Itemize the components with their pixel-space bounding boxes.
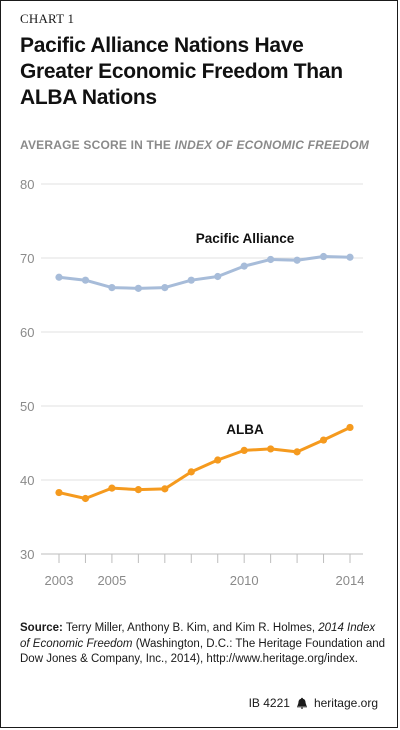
y-tick-label: 30: [20, 547, 34, 562]
x-tick-label: 2003: [45, 573, 74, 588]
data-point: [108, 484, 116, 492]
data-point: [346, 253, 354, 261]
data-point: [319, 252, 328, 261]
source-text-1: Terry Miller, Anthony B. Kim, and Kim R.…: [62, 622, 319, 634]
data-point: [293, 448, 301, 456]
data-point: [187, 276, 195, 284]
brief-id: IB 4221: [248, 696, 290, 710]
series-label: ALBA: [226, 422, 264, 437]
data-point: [267, 445, 275, 453]
x-tick-label: 2014: [336, 573, 365, 588]
data-point: [55, 488, 63, 497]
data-point: [55, 273, 63, 281]
series-label: Pacific Alliance: [196, 231, 295, 246]
data-point: [267, 255, 275, 264]
y-tick-label: 50: [20, 399, 34, 414]
source-note: Source: Terry Miller, Anthony B. Kim, an…: [20, 621, 385, 668]
data-point: [108, 284, 116, 292]
data-point: [161, 485, 169, 493]
y-tick-label: 70: [20, 251, 34, 266]
data-point: [214, 456, 222, 464]
line-chart: 30 40 50 60 70 80 2003 2005 2010 2014 Pacific Alli…: [20, 177, 365, 588]
data-point: [319, 436, 328, 444]
x-tick-label: 2005: [97, 573, 126, 588]
data-point: [161, 284, 169, 292]
y-tick-label: 80: [20, 177, 34, 192]
series-line: [58, 426, 351, 500]
chart-number-label: CHART 1: [20, 11, 75, 26]
footer: IB 4221 heritage.org: [249, 696, 378, 710]
series-line: [58, 255, 351, 290]
chart-title: Pacific Alliance Nations Have Greater Ec…: [20, 34, 343, 109]
data-point: [81, 494, 90, 503]
data-point: [293, 256, 301, 264]
subtitle-prefix: AVERAGE SCORE IN THE: [20, 138, 175, 152]
data-point: [240, 446, 248, 454]
subtitle-index-name: INDEX OF ECONOMIC FREEDOM: [174, 138, 370, 152]
source-publication: 2014 Index of Economic Freedom: [20, 622, 376, 650]
chart-subtitle: AVERAGE SCORE IN THE INDEX OF ECONOMIC F…: [20, 137, 380, 153]
x-tick-label: 2010: [230, 573, 259, 588]
site-name: heritage.org: [313, 696, 378, 710]
data-point: [134, 486, 142, 494]
y-tick-label: 40: [20, 473, 34, 488]
data-point: [240, 262, 248, 270]
liberty-bell-icon: [296, 697, 307, 709]
source-text-2: (Washington, D.C.: The Heritage Foundati…: [20, 637, 386, 666]
data-point: [214, 272, 222, 281]
source-label: Source:: [20, 622, 63, 634]
data-point: [134, 284, 142, 292]
y-tick-label: 60: [20, 325, 34, 340]
data-point: [187, 468, 195, 476]
data-point: [81, 276, 90, 284]
data-point: [346, 423, 354, 432]
